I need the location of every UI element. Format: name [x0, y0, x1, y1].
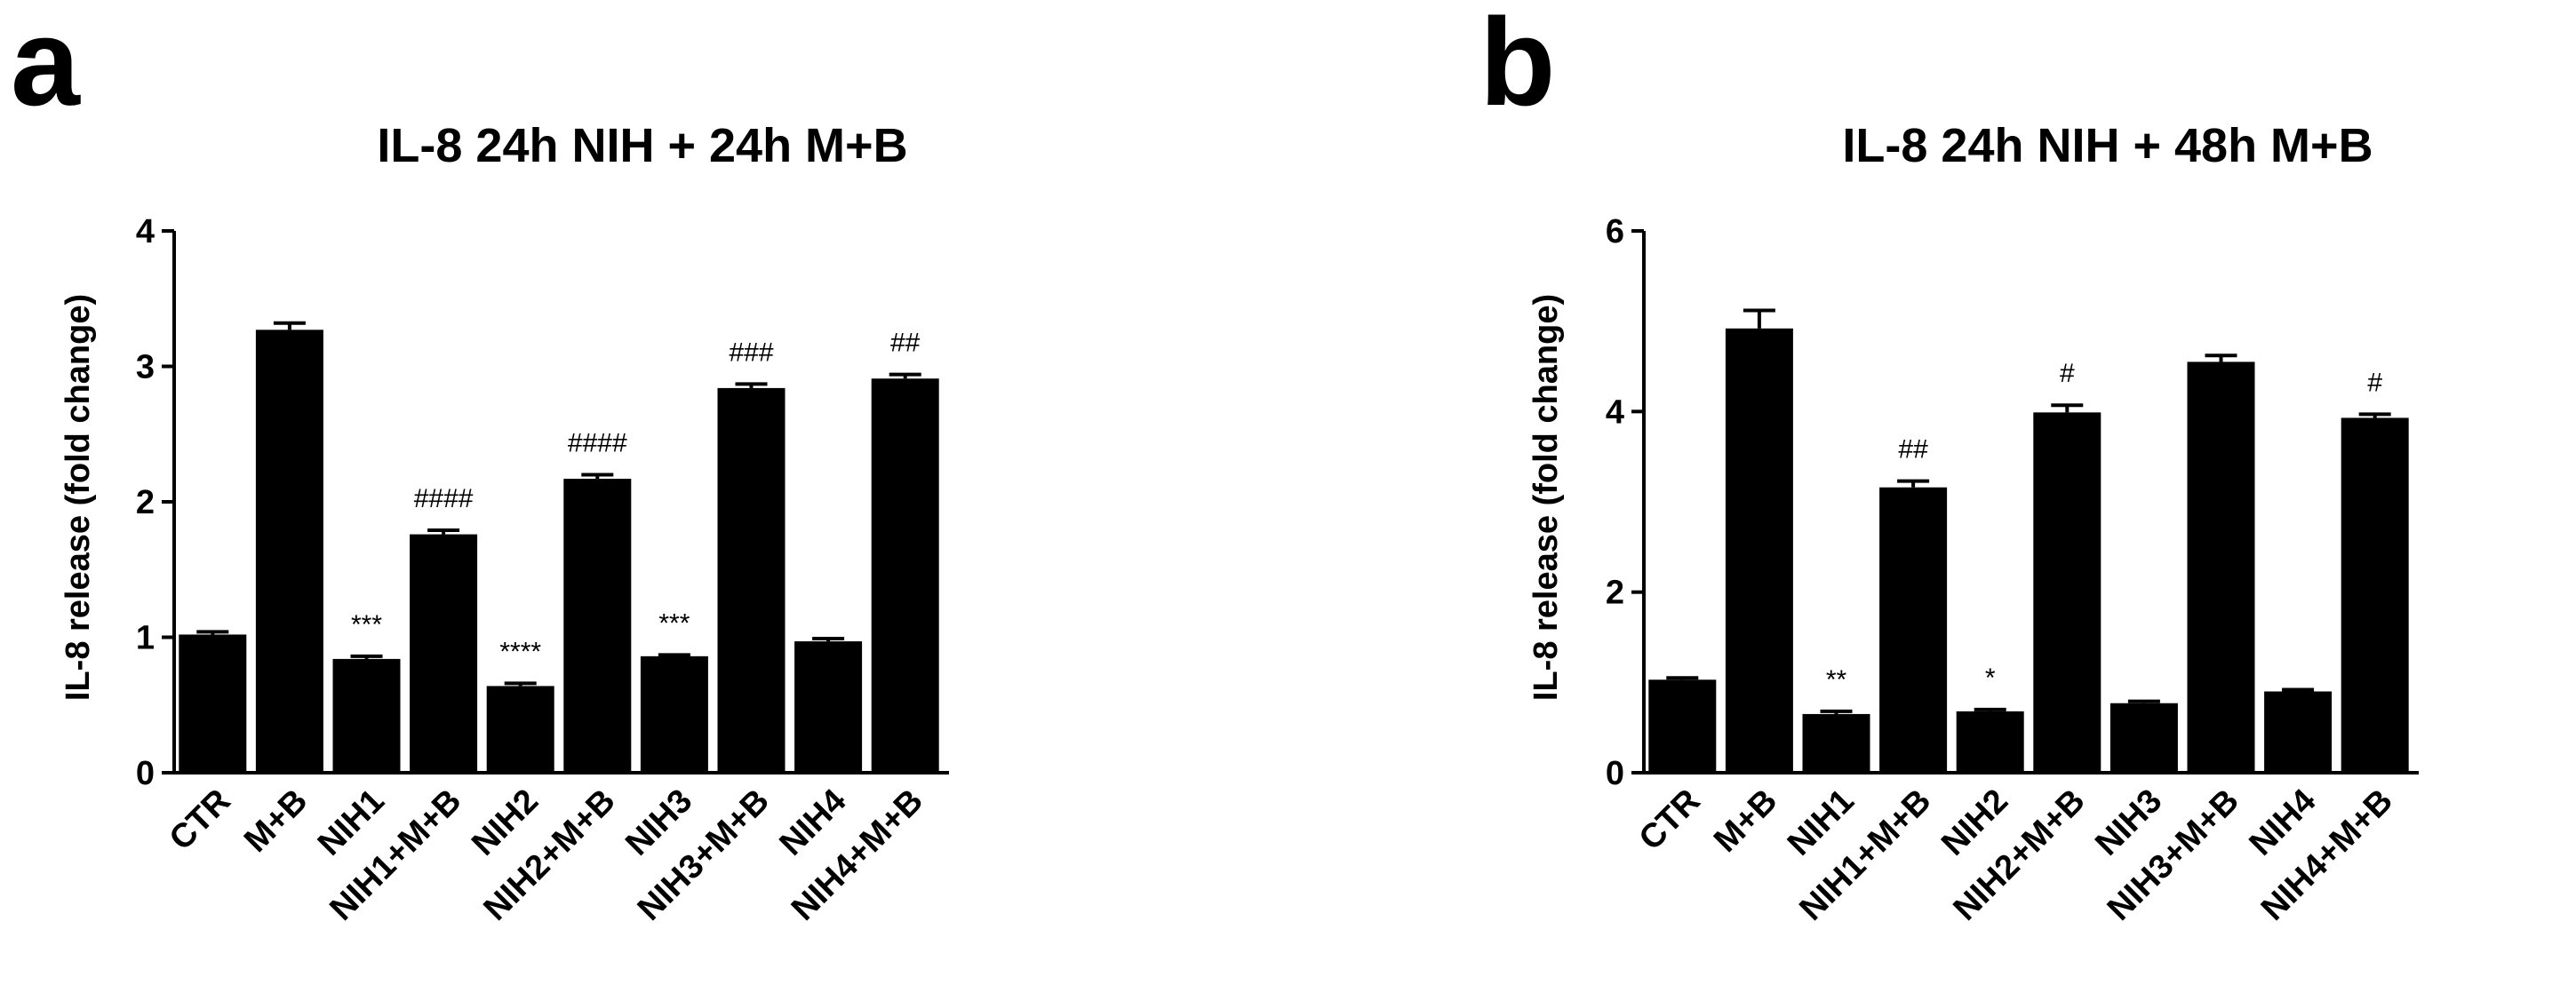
- bar: [1725, 328, 1793, 773]
- y-tick-label: 3: [136, 349, 155, 386]
- bar: [871, 378, 939, 773]
- significance-label: **: [1826, 665, 1847, 695]
- significance-label: #: [2367, 368, 2382, 397]
- panel-letter-b: b: [1479, 0, 1556, 131]
- y-tick-label: 6: [1606, 213, 1624, 250]
- significance-label: ****: [499, 637, 541, 666]
- significance-label: ##: [1898, 435, 1928, 465]
- y-tick-label: 4: [1606, 393, 1624, 431]
- bar: [179, 634, 247, 773]
- y-tick-label: 2: [136, 484, 155, 521]
- bar: [2109, 703, 2178, 773]
- x-tick-label: CTR: [163, 782, 238, 858]
- y-tick-label: 0: [136, 755, 155, 792]
- significance-label: ***: [351, 610, 382, 639]
- y-tick-label: 4: [136, 213, 155, 250]
- y-tick-label: 1: [136, 620, 155, 657]
- bar: [255, 330, 323, 773]
- y-axis-label-b: IL-8 release (fold change): [1527, 294, 1565, 701]
- bar: [1802, 713, 1870, 773]
- bar: [410, 534, 478, 773]
- bar: [1648, 679, 1717, 773]
- panel-b: b IL-8 24h NIH + 48h M+B IL-8 release (f…: [1479, 0, 2419, 928]
- significance-label: ###: [729, 338, 773, 367]
- panel-a: a IL-8 24h NIH + 24h M+B IL-8 release (f…: [11, 0, 949, 928]
- x-tick-label: M+B: [1707, 782, 1784, 860]
- y-axis-label-a: IL-8 release (fold change): [60, 294, 97, 701]
- significance-label: #: [2060, 359, 2075, 388]
- bar: [640, 655, 708, 773]
- y-tick-label: 2: [1606, 575, 1624, 612]
- bar: [2264, 691, 2333, 773]
- bar: [2341, 417, 2409, 773]
- y-tick-label: 0: [1606, 755, 1624, 792]
- chart-title-b: IL-8 24h NIH + 48h M+B: [1842, 119, 2373, 172]
- x-tick-label: M+B: [237, 782, 315, 860]
- panel-letter-a: a: [11, 0, 81, 131]
- significance-label: ####: [568, 429, 627, 458]
- chart-title-a: IL-8 24h NIH + 24h M+B: [377, 119, 907, 172]
- x-tick-label: CTR: [1632, 782, 1708, 858]
- significance-label: *: [1985, 663, 1996, 693]
- bar: [794, 641, 863, 773]
- bar: [2033, 412, 2101, 773]
- significance-label: ##: [890, 329, 921, 358]
- bar: [717, 387, 786, 773]
- bar: [486, 686, 554, 773]
- bar: [1956, 711, 2024, 773]
- significance-label: ***: [658, 608, 690, 638]
- bar: [332, 658, 401, 773]
- bar: [563, 479, 632, 773]
- bar: [1879, 487, 1948, 773]
- bar: [2187, 361, 2255, 773]
- significance-label: ####: [414, 484, 474, 513]
